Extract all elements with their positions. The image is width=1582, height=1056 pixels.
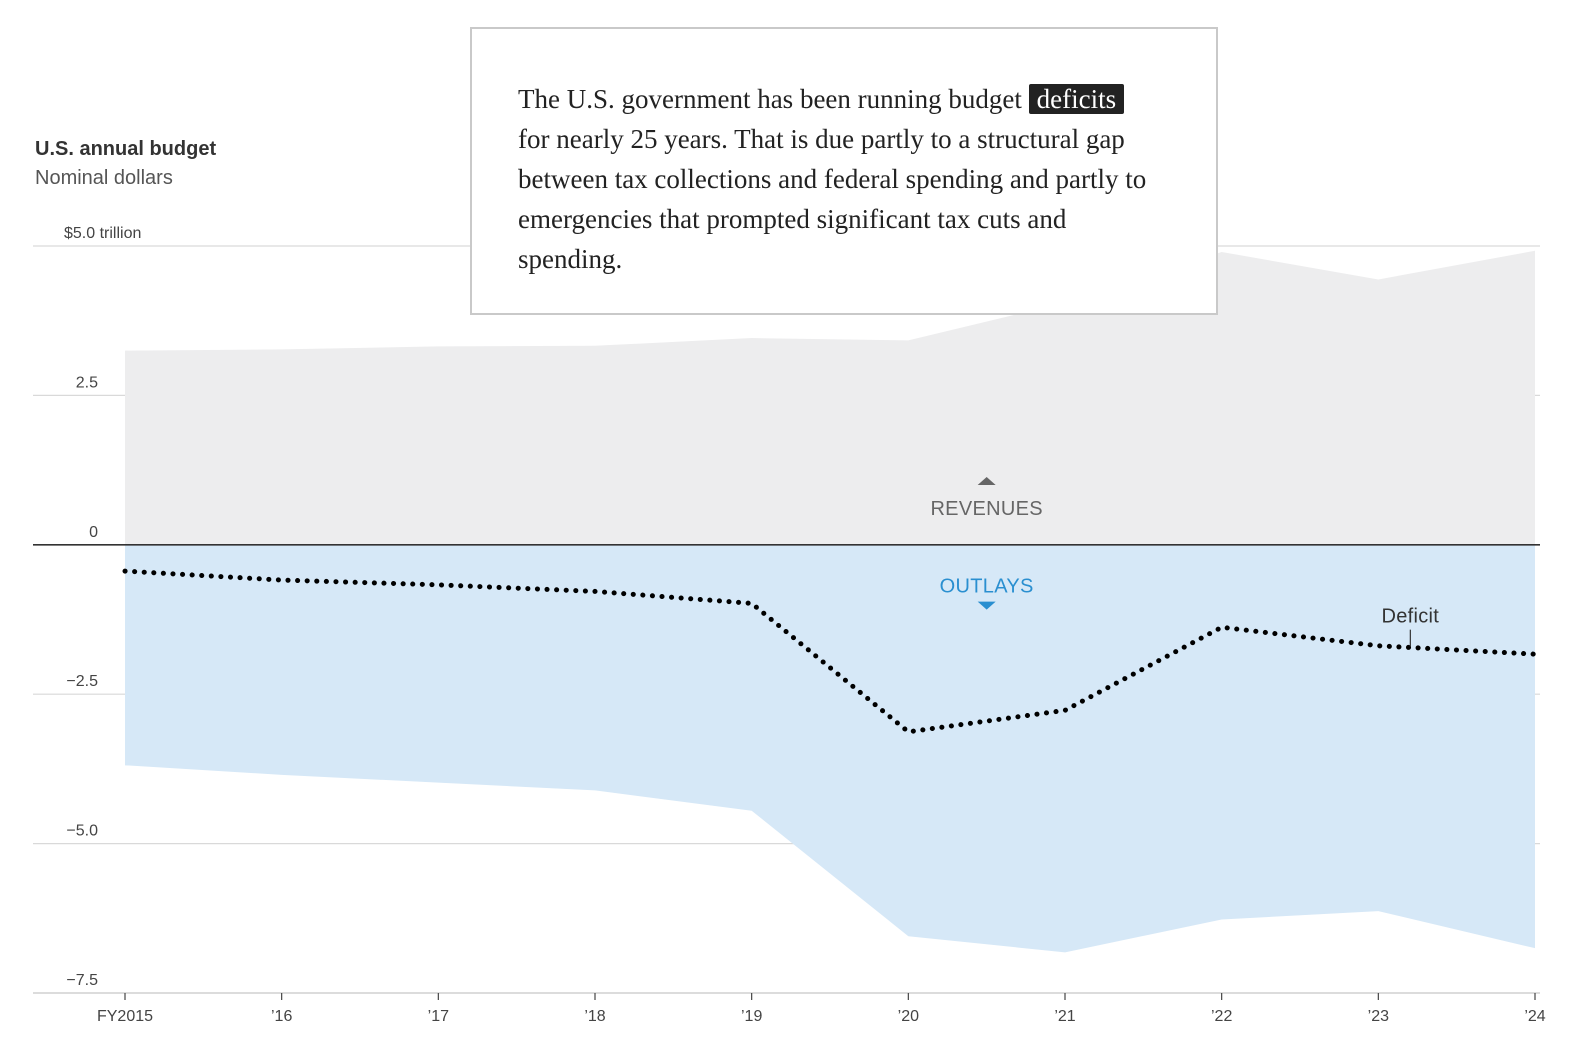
x-tick-label: ’22 bbox=[1211, 1008, 1232, 1025]
series-labels: REVENUES OUTLAYS Deficit bbox=[930, 477, 1439, 647]
deficit-label: Deficit bbox=[1381, 605, 1439, 627]
deficit-series bbox=[122, 568, 1538, 735]
chart-subtitle: Nominal dollars bbox=[35, 167, 173, 189]
x-tick-label: ’18 bbox=[584, 1008, 605, 1025]
annotation-text: The U.S. government has been running bud… bbox=[518, 79, 1148, 279]
annotation-highlight: deficits bbox=[1028, 84, 1125, 114]
y-tick-label: $5.0 trillion bbox=[64, 225, 141, 242]
y-tick-label: −7.5 bbox=[66, 972, 98, 989]
y-tick-label: 2.5 bbox=[76, 374, 98, 391]
deficit-line bbox=[122, 568, 1538, 735]
x-tick-label: ’20 bbox=[898, 1008, 919, 1025]
x-tick-label: ’16 bbox=[271, 1008, 292, 1025]
x-tick-label: ’19 bbox=[741, 1008, 762, 1025]
x-tick-label: FY2015 bbox=[97, 1008, 153, 1025]
outlays-label: OUTLAYS bbox=[940, 576, 1034, 598]
area-series bbox=[125, 250, 1535, 953]
y-tick-label: −5.0 bbox=[66, 823, 98, 840]
chart-title: U.S. annual budget bbox=[35, 138, 217, 160]
revenues-label: REVENUES bbox=[930, 498, 1042, 520]
y-tick-label: 0 bbox=[89, 524, 98, 541]
x-tick-label: ’21 bbox=[1054, 1008, 1075, 1025]
axes: $5.0 trillion 2.5 0 −2.5 −5.0 −7.5 FY2015 ’16 ’1… bbox=[33, 225, 1546, 1025]
y-tick-label: −2.5 bbox=[66, 673, 98, 690]
outlays-area bbox=[125, 544, 1535, 953]
x-tick-label: ’23 bbox=[1368, 1008, 1389, 1025]
revenues-arrow-icon bbox=[977, 477, 996, 486]
annotation-line1: The U.S. government has been running bud… bbox=[518, 84, 1022, 114]
annotation-line2: for nearly 25 years. That is due partly … bbox=[518, 124, 1147, 274]
annotation-box: The U.S. government has been running bud… bbox=[470, 27, 1218, 315]
x-tick-label: ’17 bbox=[428, 1008, 449, 1025]
revenues-area bbox=[125, 250, 1535, 545]
outlays-arrow-icon bbox=[977, 601, 996, 610]
x-tick-label: ’24 bbox=[1524, 1008, 1545, 1025]
